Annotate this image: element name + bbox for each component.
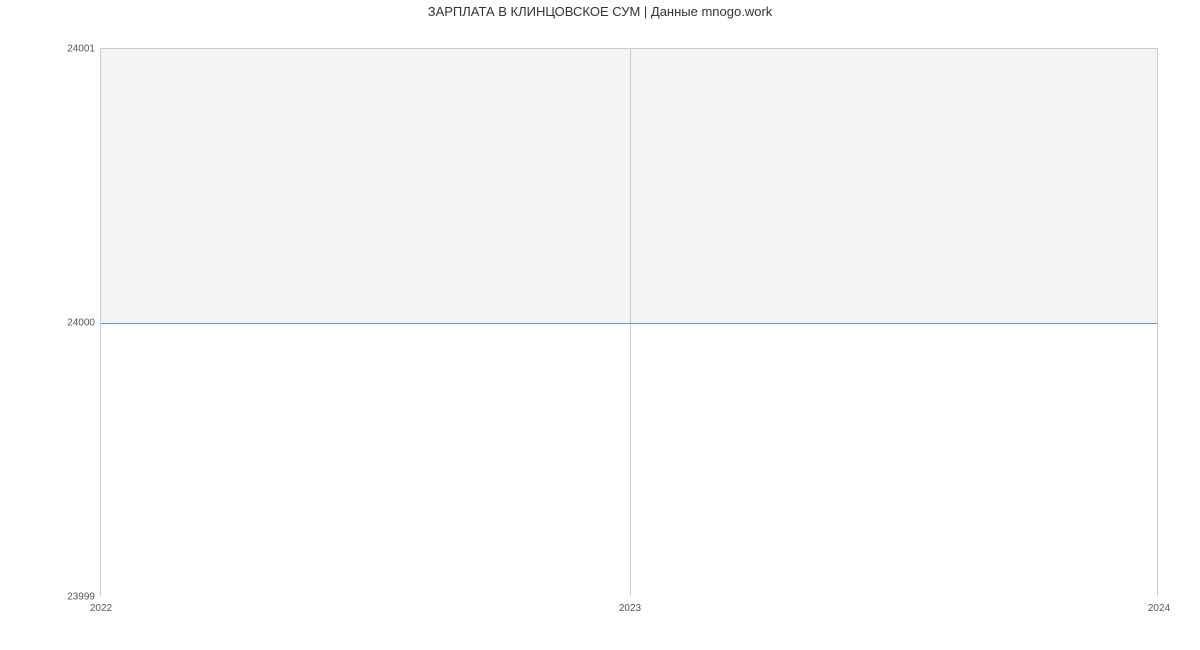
x-tick-label: 2023 — [619, 595, 641, 614]
chart-title: ЗАРПЛАТА В КЛИНЦОВСКОЕ СУМ | Данные mnog… — [0, 4, 1200, 19]
plot-area: 240012400023999202220232024 — [100, 48, 1158, 596]
background-zone — [101, 323, 1157, 597]
series-line — [101, 323, 1157, 324]
y-tick-label: 24001 — [67, 44, 101, 55]
background-zone — [101, 49, 1157, 323]
y-tick-label: 24000 — [67, 318, 101, 329]
x-tick-label: 2024 — [1148, 595, 1170, 614]
x-tick-label: 2022 — [90, 595, 112, 614]
